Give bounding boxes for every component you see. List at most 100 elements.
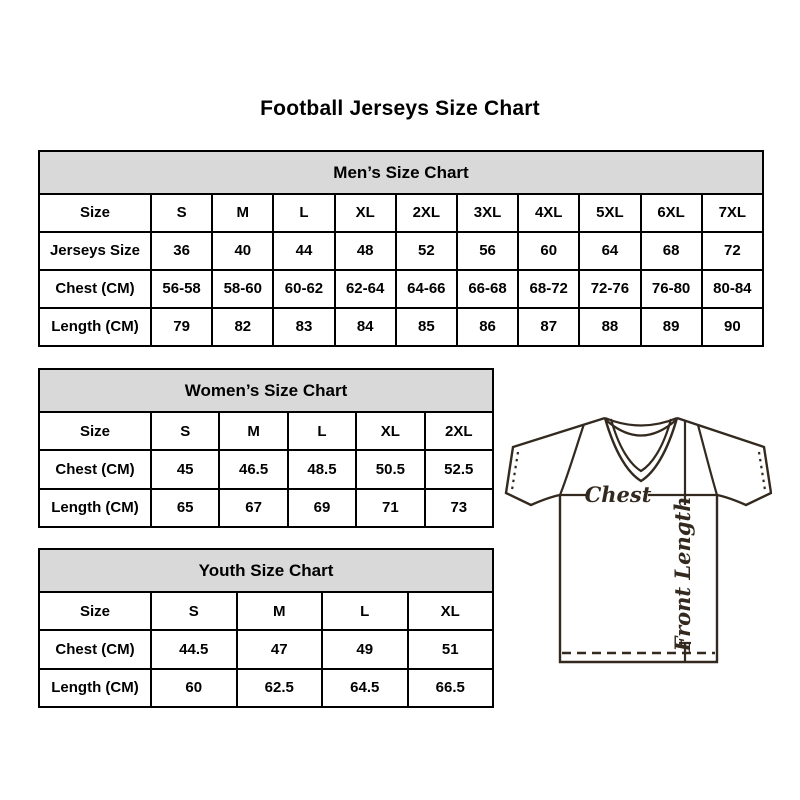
cell-value: 80-84 [700, 268, 765, 309]
table-row: Size S M L XL 2XL 3XL 4XL 5XL 6XL 7XL [38, 192, 765, 233]
row-label: Chest (CM) [38, 268, 152, 309]
shoulder-seam-left-icon [558, 423, 586, 496]
cell-value: 71 [355, 487, 426, 529]
table-title: Youth Size Chart [38, 548, 494, 593]
cell-value: S [149, 410, 221, 452]
row-label: Length (CM) [38, 487, 152, 529]
cuff-stitch-right-icon [757, 451, 767, 491]
cell-value: 90 [700, 306, 765, 348]
cell-value: 52.5 [423, 449, 495, 490]
cell-value: M [218, 410, 289, 452]
row-label: Chest (CM) [38, 629, 152, 670]
cell-value: 72 [700, 230, 765, 271]
table-row: Length (CM) 65 67 69 71 73 [38, 487, 495, 529]
table-header-row: Men’s Size Chart [38, 150, 764, 195]
cell-value: 88 [578, 306, 642, 348]
cell-value: L [286, 410, 358, 452]
cell-value: 7XL [700, 192, 765, 233]
row-label: Jerseys Size [38, 230, 152, 271]
cell-value: 47 [235, 629, 323, 670]
cell-value: S [150, 590, 238, 632]
row-label: Size [38, 590, 152, 632]
cell-value: M [211, 192, 275, 233]
row-label: Length (CM) [38, 306, 152, 348]
cell-value: 60-62 [272, 268, 336, 309]
cell-value: 44.5 [150, 629, 238, 670]
mens-size-table: Men’s Size Chart Size S M L XL 2XL 3XL 4XL 5XL 6XL… [38, 150, 765, 348]
table-header-row: Youth Size Chart [38, 548, 494, 593]
cell-value: 44 [272, 230, 336, 271]
cell-value: 6XL [639, 192, 703, 233]
table-row: Chest (CM) 44.5 47 49 51 [38, 629, 494, 670]
table-row: Chest (CM) 45 46.5 48.5 50.5 52.5 [38, 449, 495, 490]
cell-value: 62-64 [333, 268, 397, 309]
table-header-row: Women’s Size Chart [38, 368, 494, 413]
row-label: Size [38, 192, 152, 233]
cell-value: 66.5 [406, 667, 494, 709]
cell-value: XL [355, 410, 426, 452]
cell-value: 4XL [517, 192, 581, 233]
cell-value: 51 [406, 629, 494, 670]
cell-value: 5XL [578, 192, 642, 233]
cell-value: 85 [394, 306, 458, 348]
vneck-inner-icon [609, 418, 673, 473]
cell-value: 48 [333, 230, 397, 271]
front-length-measure-line [679, 420, 691, 662]
table-row: Length (CM) 79 82 83 84 85 86 87 88 89 90 [38, 306, 765, 348]
row-label: Chest (CM) [38, 449, 152, 490]
front-length-measure-label: Front Length [670, 497, 695, 653]
shoulder-seam-right-icon [696, 424, 719, 496]
cell-value: 67 [218, 487, 289, 529]
cell-value: 76-80 [639, 268, 703, 309]
vneck-outer-icon [603, 417, 679, 483]
cell-value: 49 [321, 629, 409, 670]
cell-value: 73 [423, 487, 495, 529]
cell-value: 62.5 [235, 667, 323, 709]
table-row: Chest (CM) 56-58 58-60 60-62 62-64 64-66 66-68… [38, 268, 765, 309]
cell-value: 82 [211, 306, 275, 348]
cell-value: 84 [333, 306, 397, 348]
cell-value: 87 [517, 306, 581, 348]
jersey-measurement-diagram: Chest Front Length [504, 416, 772, 664]
cell-value: 79 [149, 306, 214, 348]
cell-value: 89 [639, 306, 703, 348]
cell-value: 68 [639, 230, 703, 271]
table-row: Size S M L XL [38, 590, 494, 632]
cell-value: 65 [149, 487, 221, 529]
row-label: Length (CM) [38, 667, 152, 709]
cell-value: 3XL [455, 192, 520, 233]
womens-size-table: Women’s Size Chart Size S M L XL 2XL Chest (CM)… [38, 368, 495, 529]
cell-value: L [321, 590, 409, 632]
cell-value: 64 [578, 230, 642, 271]
cell-value: 45 [149, 449, 221, 490]
cell-value: 64-66 [394, 268, 458, 309]
table-title: Men’s Size Chart [38, 150, 764, 195]
cell-value: L [272, 192, 336, 233]
cell-value: 68-72 [517, 268, 581, 309]
cuff-stitch-left-icon [510, 451, 520, 491]
cell-value: S [149, 192, 214, 233]
cell-value: 83 [272, 306, 336, 348]
cell-value: 36 [149, 230, 214, 271]
cell-value: 66-68 [455, 268, 520, 309]
cell-value: 40 [211, 230, 275, 271]
cell-value: 60 [150, 667, 238, 709]
cell-value: 52 [394, 230, 458, 271]
chest-measure-label: Chest [585, 482, 652, 507]
cell-value: 2XL [423, 410, 495, 452]
cell-value: 86 [455, 306, 520, 348]
cell-value: 48.5 [286, 449, 358, 490]
page-title: Football Jerseys Size Chart [260, 97, 540, 120]
table-row: Size S M L XL 2XL [38, 410, 495, 452]
jersey-outline-icon [504, 416, 772, 664]
cell-value: 72-76 [578, 268, 642, 309]
cell-value: 2XL [394, 192, 458, 233]
table-title: Women’s Size Chart [38, 368, 494, 413]
cell-value: 60 [517, 230, 581, 271]
cell-value: 58-60 [211, 268, 275, 309]
cell-value: 56-58 [149, 268, 214, 309]
cell-value: 64.5 [321, 667, 409, 709]
cell-value: XL [333, 192, 397, 233]
youth-size-table: Youth Size Chart Size S M L XL Chest (CM) 44.5 4… [38, 548, 494, 709]
cell-value: 50.5 [355, 449, 426, 490]
